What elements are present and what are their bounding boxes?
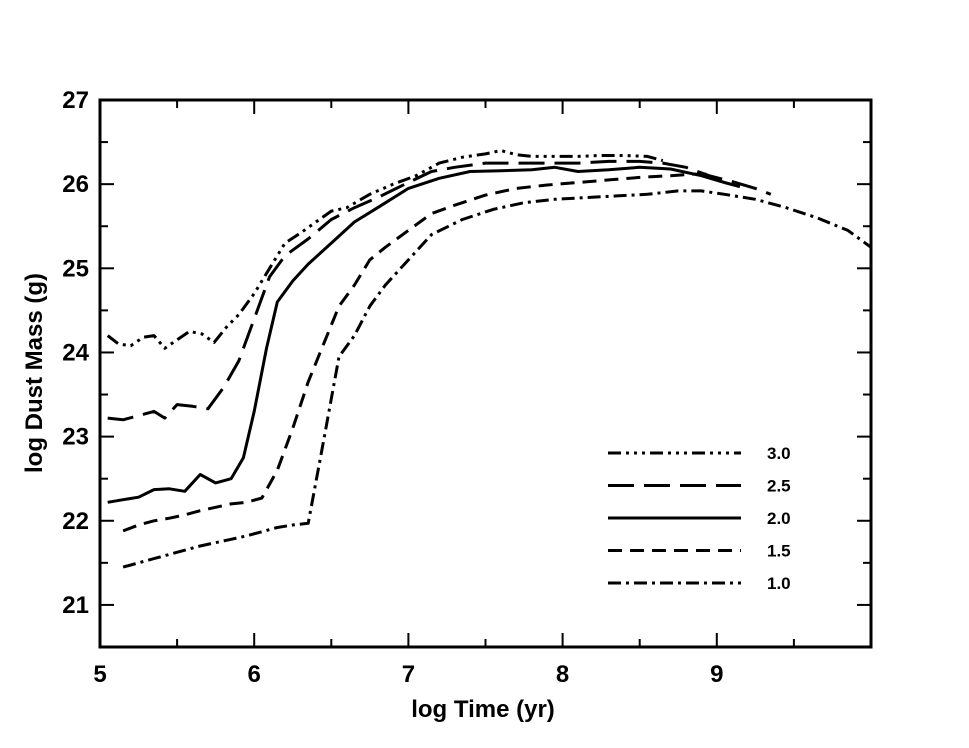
series-line-2-5 bbox=[107, 159, 772, 422]
x-tick-label: 7 bbox=[402, 661, 415, 688]
legend-label: 1.5 bbox=[767, 542, 791, 561]
series-lines bbox=[106, 149, 872, 569]
plot-frame bbox=[98, 98, 873, 649]
y-tick-labels: 21 22 23 24 25 26 27 bbox=[62, 87, 89, 619]
x-tick-label: 6 bbox=[248, 661, 261, 688]
y-axis-title: log Dust Mass (g) bbox=[21, 273, 48, 473]
legend-label: 3.0 bbox=[767, 444, 791, 463]
y-tick-label: 22 bbox=[62, 508, 89, 535]
legend-label: 2.0 bbox=[767, 509, 791, 528]
x-tick-label: 5 bbox=[93, 661, 106, 688]
series-line-2-0 bbox=[107, 165, 741, 504]
y-tick-label: 24 bbox=[62, 339, 89, 366]
legend-label: 2.5 bbox=[767, 477, 791, 496]
series-line-1-0 bbox=[122, 189, 872, 569]
legend: 3.0 2.5 2.0 1.5 1.0 bbox=[608, 444, 791, 593]
series-line-3-0 bbox=[106, 149, 664, 350]
axis-ticks bbox=[99, 99, 871, 648]
series-line-1-5 bbox=[122, 172, 710, 533]
y-tick-label: 27 bbox=[62, 87, 89, 114]
y-tick-label: 23 bbox=[62, 424, 89, 451]
legend-label: 1.0 bbox=[767, 574, 791, 593]
x-tick-label: 8 bbox=[556, 661, 569, 688]
y-tick-label: 26 bbox=[62, 171, 89, 198]
y-tick-label: 21 bbox=[62, 592, 89, 619]
x-tick-label: 9 bbox=[710, 661, 723, 688]
x-axis-title: log Time (yr) bbox=[411, 696, 555, 723]
y-tick-label: 25 bbox=[62, 255, 89, 282]
x-tick-labels: 5 6 7 8 9 bbox=[93, 661, 723, 688]
